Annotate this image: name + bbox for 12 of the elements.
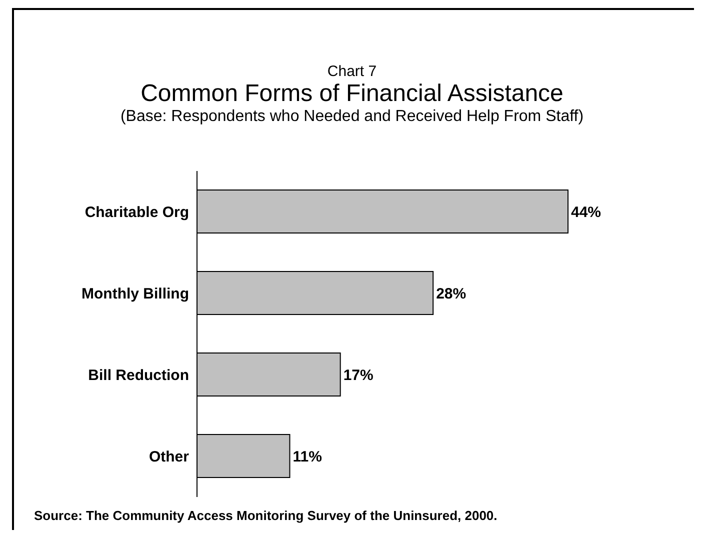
data-label: 28% bbox=[436, 285, 466, 302]
data-label: 17% bbox=[343, 366, 374, 384]
chart-subtitle: (Base: Respondents who Needed and Received Help From Staff) bbox=[119, 108, 585, 126]
y-tick-label: Charitable Org bbox=[84, 204, 189, 222]
data-label: 44% bbox=[571, 204, 602, 221]
y-tick-label: Monthly Billing bbox=[82, 286, 189, 303]
y-tick-label: Other bbox=[148, 448, 190, 466]
y-tick-label: Bill Reduction bbox=[88, 367, 189, 384]
chart-title: Common Forms of Financial Assistance bbox=[140, 80, 564, 108]
data-label: 11% bbox=[292, 448, 322, 466]
source-note: Source: The Community Access Monitoring Survey of the Uninsured, 2000. bbox=[34, 508, 498, 523]
caption: Chart 7 bbox=[326, 63, 378, 80]
